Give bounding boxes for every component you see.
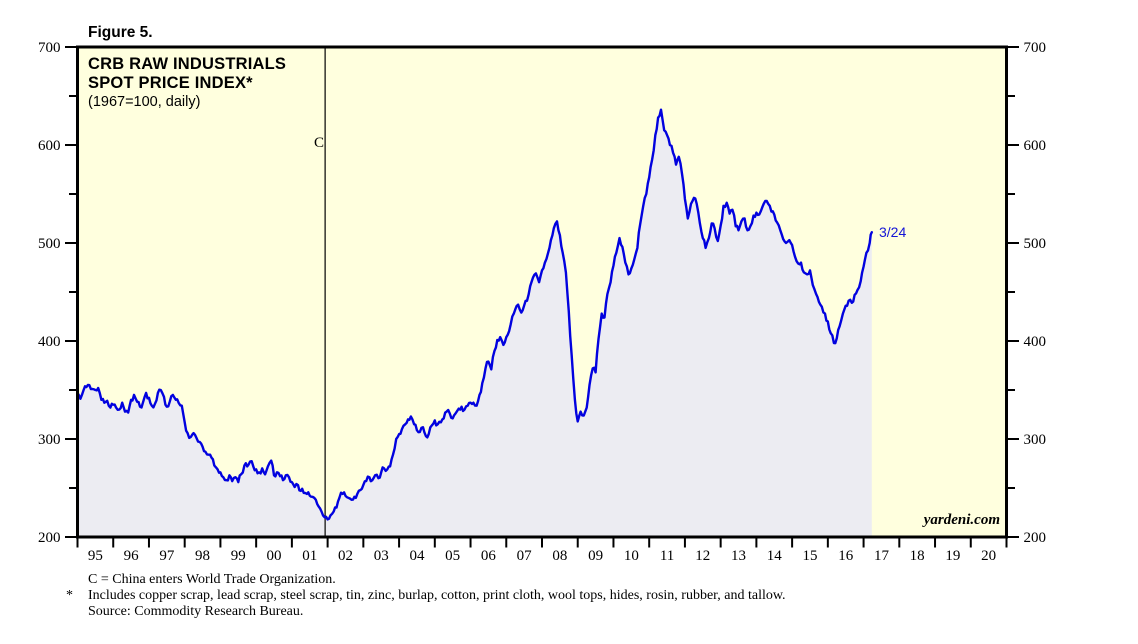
y-axis-tick-label-left: 500 xyxy=(38,236,61,252)
chart-subtitle: (1967=100, daily) xyxy=(88,94,201,110)
x-axis-tick-label: 02 xyxy=(338,548,353,564)
yardeni-watermark: yardeni.com xyxy=(923,512,1000,528)
x-axis-tick-label: 12 xyxy=(695,548,710,564)
y-axis-tick-label-right: 500 xyxy=(1024,236,1047,252)
x-axis-tick-label: 00 xyxy=(267,548,282,564)
x-axis-tick-label: 06 xyxy=(481,548,497,564)
x-axis-tick-label: 15 xyxy=(802,548,817,564)
x-axis-tick-label: 09 xyxy=(588,548,603,564)
chart-title: CRB RAW INDUSTRIALS SPOT PRICE INDEX* xyxy=(88,55,286,93)
y-axis-tick-label-right: 200 xyxy=(1024,530,1047,546)
x-axis-tick-label: 07 xyxy=(517,548,533,564)
y-axis-tick-label-right: 600 xyxy=(1024,138,1047,154)
x-axis-tick-label: 17 xyxy=(874,548,890,564)
y-axis-tick-label-right: 300 xyxy=(1024,432,1047,448)
x-axis-tick-label: 10 xyxy=(624,548,639,564)
x-axis-tick-label: 11 xyxy=(660,548,674,564)
x-axis-tick-label: 03 xyxy=(374,548,389,564)
x-axis-tick-label: 16 xyxy=(838,548,854,564)
y-axis-tick-label-left: 400 xyxy=(38,334,61,350)
x-axis-tick-label: 04 xyxy=(409,548,425,564)
chart-title-line2: SPOT PRICE INDEX* xyxy=(88,74,253,92)
x-axis-tick-label: 20 xyxy=(981,548,996,564)
x-axis-tick-label: 18 xyxy=(910,548,925,564)
plot-border xyxy=(76,45,1008,539)
latest-value-date-label: 3/24 xyxy=(879,224,907,240)
x-axis-tick-label: 97 xyxy=(159,548,175,564)
area-fill-under-series xyxy=(77,109,872,537)
x-axis-tick-label: 96 xyxy=(124,548,140,564)
x-axis-tick-label: 01 xyxy=(302,548,317,564)
annotation-c-label: C xyxy=(313,135,324,151)
x-axis-tick-label: 13 xyxy=(731,548,746,564)
y-axis-tick-label-right: 700 xyxy=(1024,40,1047,56)
y-axis-tick-label-left: 300 xyxy=(38,432,61,448)
x-axis-tick-label: 14 xyxy=(767,548,783,564)
x-axis-tick-label: 99 xyxy=(231,548,246,564)
chart-title-line1: CRB RAW INDUSTRIALS xyxy=(88,55,287,73)
x-axis-tick-label: 19 xyxy=(945,548,960,564)
y-axis-tick-label-left: 600 xyxy=(38,138,61,154)
x-axis-tick-label: 05 xyxy=(445,548,460,564)
y-axis-tick-label-left: 700 xyxy=(38,40,61,56)
x-axis-tick-label: 08 xyxy=(552,548,567,564)
x-axis-tick-label: 95 xyxy=(88,548,103,564)
series-line-crb-index xyxy=(76,108,873,521)
y-axis-tick-label-right: 400 xyxy=(1024,334,1047,350)
x-axis-tick-label: 98 xyxy=(195,548,210,564)
y-axis-tick-label-left: 200 xyxy=(38,530,61,546)
figure-number-label: Figure 5. xyxy=(88,24,153,41)
